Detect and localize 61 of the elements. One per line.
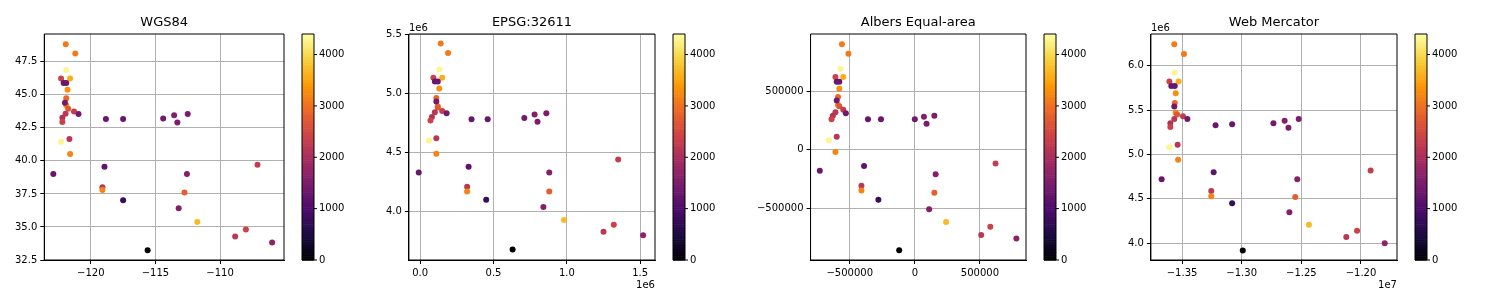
x-tick-label: 1.0 bbox=[558, 266, 575, 278]
color-bar-label: 3000 bbox=[319, 99, 345, 111]
x-tick-label: −110 bbox=[206, 266, 234, 278]
y-tick-label: 0 bbox=[797, 143, 804, 155]
x-tick-label: −1.30 bbox=[1226, 266, 1258, 278]
color-bar-label: 0 bbox=[690, 253, 697, 265]
color-bar-label: 3000 bbox=[1432, 99, 1458, 111]
y-tick-label: 4.5 bbox=[386, 146, 402, 158]
text: 1e7 bbox=[1378, 278, 1397, 290]
y-tick-label: 42.5 bbox=[15, 121, 38, 133]
color-bar-label: 0 bbox=[1432, 253, 1439, 265]
y-tick-label: 4.5 bbox=[1128, 192, 1144, 204]
y-tick-label: 5.5 bbox=[386, 27, 402, 39]
color-bar-label: 1000 bbox=[690, 202, 716, 214]
chart-title: WGS84 bbox=[140, 13, 188, 29]
text: 1e6 bbox=[408, 21, 428, 33]
color-bar-label: 3000 bbox=[1061, 99, 1087, 111]
color-bar-label: 4000 bbox=[690, 48, 716, 60]
y-tick-label: 4.0 bbox=[1128, 236, 1144, 248]
y-tick-label: 4.0 bbox=[386, 205, 402, 217]
y-tick-label: −500000 bbox=[756, 201, 804, 213]
y-tick-label: 37.5 bbox=[15, 187, 38, 199]
x-tick-label: −1.20 bbox=[1345, 266, 1377, 278]
x-tick-label: −1.25 bbox=[1286, 266, 1317, 278]
y-tick-label: 5.0 bbox=[1128, 148, 1144, 160]
x-tick-label: 0.0 bbox=[412, 266, 429, 278]
chart-title: EPSG:32611 bbox=[491, 13, 573, 29]
color-bar-label: 4000 bbox=[1061, 48, 1087, 60]
y-tick-label: 5.0 bbox=[386, 86, 402, 98]
x-tick-label: 500000 bbox=[960, 266, 1000, 278]
text: 1e6 bbox=[636, 278, 655, 290]
chart-title: Web Mercator bbox=[1228, 13, 1320, 29]
y-tick-label: 6.0 bbox=[1128, 59, 1144, 71]
x-tick-label: 0.5 bbox=[485, 266, 502, 278]
color-bar-label: 0 bbox=[1061, 253, 1068, 265]
color-bar-label: 0 bbox=[319, 253, 326, 265]
color-bar-label: 1000 bbox=[1061, 202, 1087, 214]
y-tick-label: 5.5 bbox=[1128, 103, 1144, 115]
x-tick-label: −500000 bbox=[826, 266, 874, 278]
y-tick-label: 47.5 bbox=[15, 55, 38, 67]
y-tick-label: 32.5 bbox=[15, 253, 38, 265]
color-bar-label: 1000 bbox=[319, 202, 345, 214]
x-tick-label: −1.35 bbox=[1166, 266, 1198, 278]
color-bar-label: 2000 bbox=[1432, 150, 1458, 162]
color-bar-label: 1000 bbox=[1432, 202, 1458, 214]
chart-title: Albers Equal-area bbox=[860, 13, 976, 29]
color-bar-label: 2000 bbox=[319, 150, 345, 162]
color-bar-label: 4000 bbox=[319, 48, 345, 60]
x-tick-label: −120 bbox=[77, 266, 105, 278]
x-tick-label: 1.5 bbox=[632, 266, 649, 278]
y-tick-label: 40.0 bbox=[15, 154, 38, 166]
y-tick-label: 35.0 bbox=[15, 220, 38, 232]
color-bar-label: 3000 bbox=[690, 99, 716, 111]
y-tick-label: 45.0 bbox=[15, 88, 38, 100]
x-tick-label: −115 bbox=[141, 266, 170, 278]
color-bar-label: 2000 bbox=[1061, 150, 1087, 162]
color-bar-label: 2000 bbox=[690, 150, 716, 162]
x-tick-label: 0 bbox=[911, 266, 919, 278]
y-tick-label: 500000 bbox=[765, 84, 804, 96]
text: 1e6 bbox=[1150, 21, 1170, 33]
color-bar-label: 4000 bbox=[1432, 48, 1458, 60]
